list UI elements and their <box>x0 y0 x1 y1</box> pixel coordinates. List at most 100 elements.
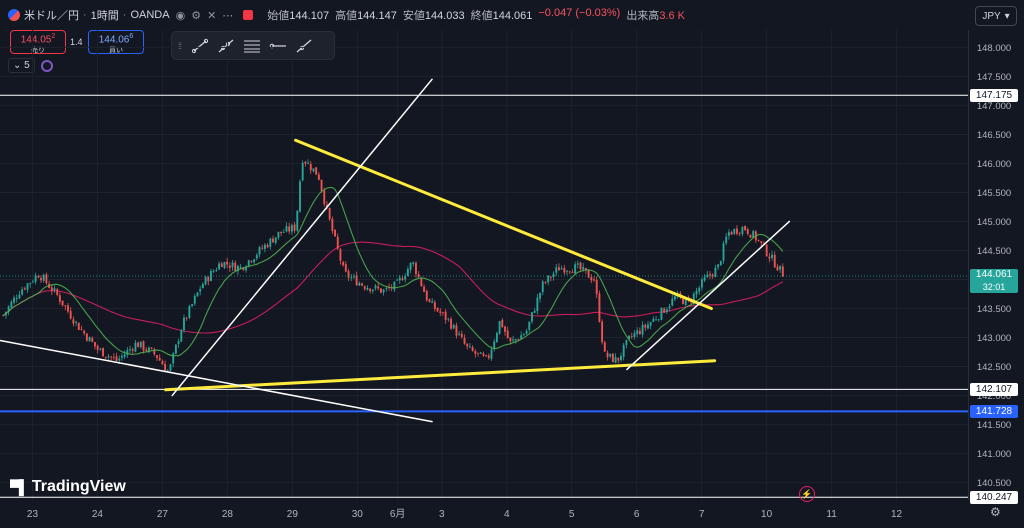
candle-body <box>245 266 247 271</box>
candle-body <box>776 266 779 271</box>
volume-label: 出来高 <box>626 10 660 22</box>
candle-body <box>201 284 204 289</box>
candle-body <box>433 302 436 309</box>
candle-body <box>498 321 501 334</box>
candle-body <box>436 307 439 312</box>
candle-body <box>210 270 212 282</box>
candle-body <box>328 207 331 220</box>
eye-icon[interactable]: ◉ <box>175 9 186 22</box>
candle-body <box>326 204 328 207</box>
buy-button[interactable]: 144.066 買い <box>88 30 144 54</box>
candle-body <box>29 282 32 284</box>
candle-body <box>504 326 506 332</box>
candle-body <box>26 283 29 290</box>
candle-body <box>744 225 747 231</box>
ma-slow-line <box>2 241 784 334</box>
candle-body <box>199 288 202 292</box>
drag-handle-icon[interactable]: ⁞⁞ <box>178 40 182 51</box>
candle-body <box>285 226 288 232</box>
candle-body <box>533 310 536 313</box>
indicator-ring-icon[interactable] <box>40 59 53 72</box>
currency-selector[interactable]: JPY ▾ <box>975 6 1017 26</box>
open-value: 144.107 <box>289 10 330 22</box>
candle-body <box>571 272 574 274</box>
candle-body <box>663 308 666 313</box>
fib-tool-icon[interactable] <box>239 35 265 57</box>
candle-body <box>644 324 647 328</box>
candle-body <box>749 234 752 238</box>
gear-icon[interactable]: ⚙ <box>191 9 202 22</box>
candle-body <box>137 342 140 348</box>
candle-body <box>657 319 660 321</box>
horizontal-ray-icon[interactable] <box>265 35 291 57</box>
candle-body <box>261 247 264 249</box>
candle-body <box>409 262 412 270</box>
time-tick-label: 10 <box>761 509 773 520</box>
candle-body <box>439 311 442 313</box>
candle-body <box>280 231 283 233</box>
candle-body <box>398 277 401 281</box>
candle-body <box>714 267 717 278</box>
candle-body <box>115 356 118 361</box>
candle-body <box>417 274 420 277</box>
candle-body <box>625 339 628 345</box>
candle-body <box>253 259 256 263</box>
candle-body <box>606 352 609 358</box>
ray-tool-icon[interactable] <box>213 35 239 57</box>
candle-body <box>722 243 725 261</box>
candle-body <box>406 269 409 277</box>
candle-body <box>388 287 390 289</box>
candle-body <box>566 270 568 272</box>
candle-body <box>293 224 296 231</box>
high-value: 144.147 <box>357 10 397 22</box>
flag-icon[interactable] <box>243 10 254 20</box>
candle-body <box>161 361 164 365</box>
candle-body <box>64 305 67 307</box>
indicators-toggle[interactable]: ⌄ 5 <box>8 58 53 73</box>
candle-body <box>390 286 393 289</box>
candle-body <box>215 269 218 272</box>
candle-body <box>517 339 520 341</box>
candle-body <box>620 356 622 360</box>
symbol-name[interactable]: 米ドル／円 <box>24 10 79 22</box>
candle-body <box>536 297 539 311</box>
candle-body <box>50 287 53 292</box>
buy-price-sup: 6 <box>129 33 134 40</box>
lightning-icon[interactable]: ⚡ <box>799 486 815 502</box>
candle-body <box>255 254 258 259</box>
candle-body <box>450 318 452 329</box>
candle-body <box>323 190 326 205</box>
settings-icon[interactable]: ⚙ <box>990 505 1001 519</box>
candle-body <box>614 357 617 363</box>
close-icon[interactable]: ✕ <box>207 9 217 22</box>
candle-body <box>58 295 61 302</box>
time-tick-label: 29 <box>287 509 299 520</box>
candle-body <box>48 283 51 288</box>
price-axis: 148.000 147.500 147.000 146.500 146.000 145.5… <box>977 43 1011 489</box>
candle-body <box>552 273 555 277</box>
tradingview-logo-icon: ▀▌ <box>10 479 29 495</box>
trendline-tool-icon[interactable] <box>187 35 213 57</box>
extended-line-icon[interactable] <box>291 35 317 57</box>
candle-body <box>320 179 323 191</box>
candle-body <box>757 239 760 241</box>
candle-body <box>277 231 280 238</box>
candle-body <box>180 330 183 342</box>
candle-body <box>193 296 196 304</box>
ma-fast-group <box>2 187 784 357</box>
candle-body <box>56 289 59 295</box>
more-icon[interactable]: ⋯ <box>222 9 234 22</box>
candle-body <box>118 358 121 361</box>
interval-label[interactable]: 1時間 <box>90 10 119 22</box>
buy-price: 144.06 <box>98 34 130 46</box>
sell-price-sup: 2 <box>51 33 56 40</box>
candle-body <box>531 312 533 322</box>
candle-body <box>361 283 363 286</box>
candle-body <box>147 347 150 352</box>
candle-body <box>112 357 115 358</box>
time-tick-label: 12 <box>891 509 903 520</box>
bar-countdown: 32:01 <box>982 282 1006 293</box>
symbol-selector[interactable]: 米ドル／円 · 1時間 · OANDA <box>8 7 170 23</box>
sell-button[interactable]: 144.052 売り <box>10 30 66 54</box>
